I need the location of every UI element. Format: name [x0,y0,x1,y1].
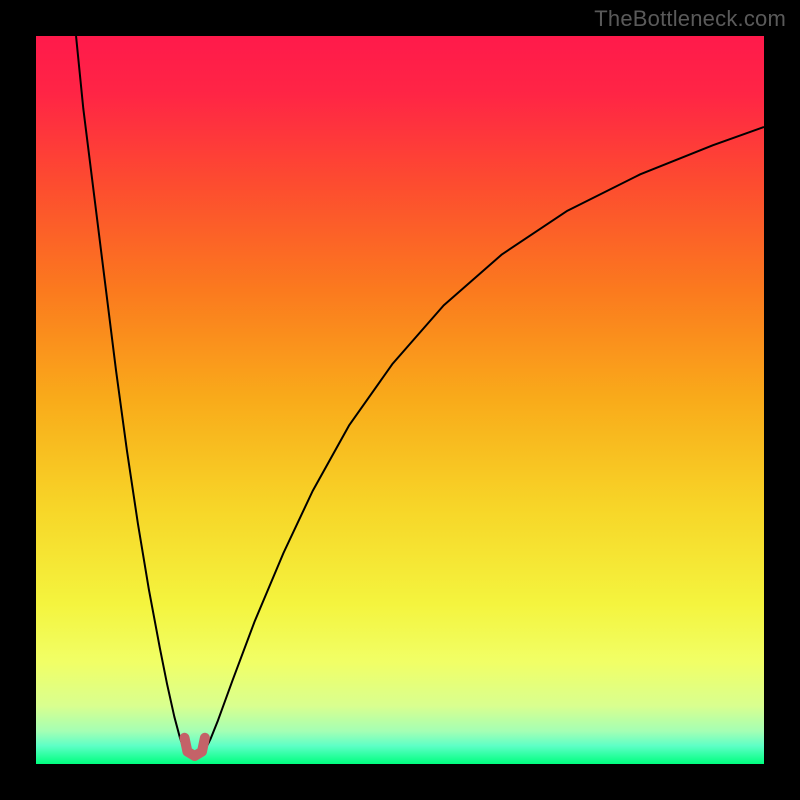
chart-svg [36,36,764,764]
plot-area [36,36,764,764]
watermark-text: TheBottleneck.com [594,6,786,32]
chart-container: TheBottleneck.com [0,0,800,800]
gradient-background [36,36,764,764]
